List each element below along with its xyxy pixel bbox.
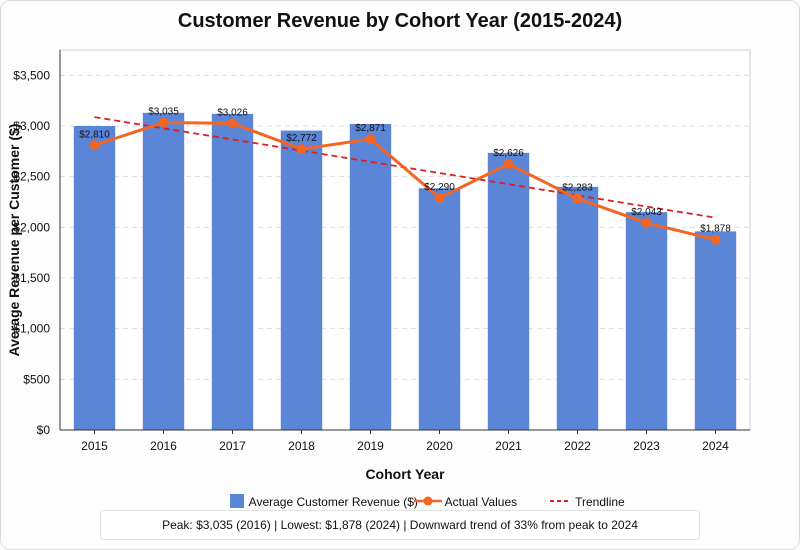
axes: $0 $500 $1,000 $1,500 $2,000 $2,500 $3,000 $3,5… — [13, 50, 750, 453]
y-tick-label: $3,000 — [13, 119, 50, 133]
y-tick-label: $1,500 — [13, 271, 50, 285]
y-tick-label: $2,500 — [13, 170, 50, 184]
actual-point-2021 — [503, 158, 514, 169]
x-tick-label: 2017 — [219, 439, 246, 453]
bar-2017 — [211, 113, 254, 430]
x-tick-label: 2016 — [150, 439, 177, 453]
y-tick-label: $3,500 — [13, 68, 50, 82]
bar-2024 — [694, 231, 737, 430]
chart-title: Customer Revenue by Cohort Year (2015-20… — [177, 10, 623, 32]
bar-2020 — [418, 188, 461, 430]
bar-2021 — [487, 152, 530, 430]
legend-label-actual: Actual Values — [444, 495, 518, 509]
data-label: $2,772 — [286, 133, 317, 144]
actual-point-2017 — [227, 118, 238, 129]
legend-item-actual: Actual Values — [414, 494, 517, 509]
data-label: $3,026 — [217, 107, 248, 118]
bar-2019 — [349, 123, 392, 431]
x-tick-label: 2023 — [633, 439, 660, 453]
bar-2022 — [556, 186, 599, 430]
y-tick-label: $500 — [23, 372, 50, 386]
bar-2015 — [73, 126, 116, 430]
data-label: $2,871 — [355, 123, 386, 134]
actual-point-2020 — [434, 192, 445, 203]
x-axis-title: Cohort Year — [365, 466, 445, 482]
legend-item-bar: Average Customer Revenue ($) — [230, 494, 418, 509]
legend-line-swatch — [414, 496, 442, 506]
actual-point-2022 — [572, 193, 583, 204]
y-axis-title: Average Revenue per Customer ($) — [6, 124, 22, 357]
data-label: $3,035 — [148, 106, 179, 117]
actual-point-2023 — [641, 217, 652, 228]
actual-point-2019 — [365, 134, 376, 145]
summary-box: Peak: $3,035 (2016) | Lowest: $1,878 (20… — [100, 510, 700, 540]
gridlines — [60, 74, 750, 380]
actual-point-2024 — [710, 234, 721, 245]
data-labels: $2,810 $3,035 $3,026 $2,772 $2,871 $2,290 $2,6… — [79, 106, 731, 234]
x-tick-label: 2018 — [288, 439, 315, 453]
bar-2023 — [625, 212, 668, 430]
x-tick-label: 2019 — [357, 439, 384, 453]
y-tick-label: $0 — [37, 423, 51, 437]
data-label: $2,810 — [79, 129, 110, 140]
legend-item-trend: Trendline — [548, 494, 625, 509]
legend-label-trend: Trendline — [575, 495, 625, 509]
actual-point-2015 — [89, 140, 100, 151]
bar-2018 — [280, 130, 323, 430]
x-tick-label: 2022 — [564, 439, 591, 453]
x-tick-label: 2015 — [81, 439, 108, 453]
data-label: $2,290 — [424, 182, 455, 193]
bar-series — [73, 112, 737, 431]
legend-bar-swatch — [230, 494, 244, 508]
x-tick-label: 2021 — [495, 439, 522, 453]
legend: Average Customer Revenue ($) Actual Valu… — [0, 494, 800, 512]
x-tick-label: 2024 — [702, 439, 729, 453]
data-label: $2,043 — [631, 207, 662, 218]
actual-point-2016 — [158, 117, 169, 128]
actual-values-series — [89, 117, 721, 245]
actual-point-2018 — [296, 144, 307, 155]
data-label: $2,626 — [493, 148, 524, 159]
x-tick-label: 2020 — [426, 439, 453, 453]
y-tick-label: $1,000 — [13, 322, 50, 336]
bar-2016 — [142, 112, 185, 431]
data-label: $2,283 — [562, 183, 593, 194]
legend-dash-swatch — [550, 500, 570, 502]
data-label: $1,878 — [700, 224, 731, 235]
y-tick-label: $2,000 — [13, 220, 50, 234]
legend-label-bar: Average Customer Revenue ($) — [248, 495, 418, 509]
actual-values-line — [94, 120, 716, 242]
